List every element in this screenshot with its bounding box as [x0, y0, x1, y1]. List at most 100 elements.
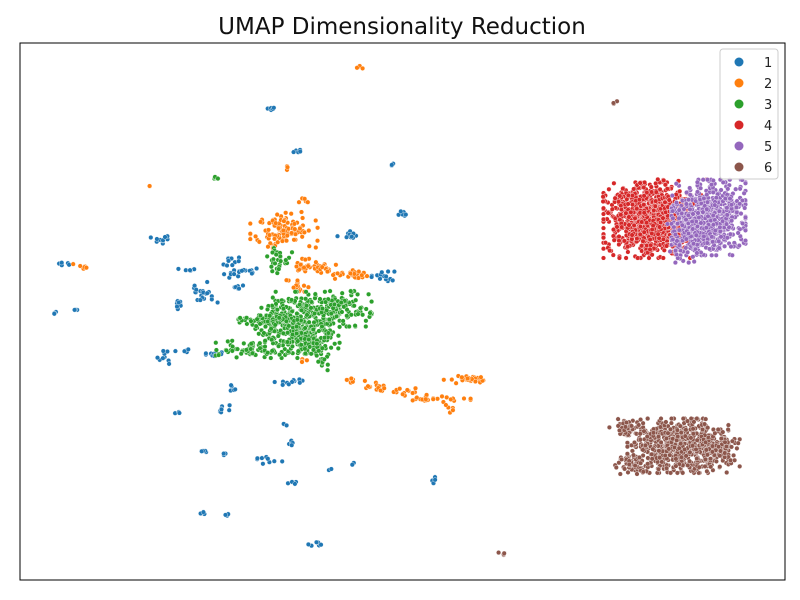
point-series-1 — [224, 263, 230, 269]
point-series-2 — [348, 376, 354, 382]
point-series-3 — [357, 305, 363, 311]
point-series-6 — [718, 448, 724, 454]
point-series-2 — [280, 227, 286, 233]
point-series-2 — [291, 221, 297, 227]
point-series-1 — [204, 279, 210, 285]
point-series-4 — [657, 186, 663, 192]
point-series-3 — [322, 335, 328, 341]
point-series-3 — [360, 312, 366, 318]
point-series-6 — [729, 444, 735, 450]
point-series-3 — [285, 330, 291, 336]
point-series-4 — [600, 198, 606, 204]
point-series-5 — [703, 225, 709, 231]
point-series-3 — [335, 333, 341, 339]
point-series-6 — [631, 452, 637, 458]
point-series-5 — [729, 252, 735, 258]
point-series-5 — [733, 186, 739, 192]
point-series-1 — [228, 382, 234, 388]
point-series-2 — [247, 221, 253, 227]
point-series-6 — [725, 427, 731, 433]
point-series-4 — [644, 220, 650, 226]
point-series-6 — [696, 464, 702, 470]
point-series-3 — [314, 353, 320, 359]
point-series-3 — [270, 295, 276, 301]
point-series-6 — [643, 442, 649, 448]
point-series-1 — [229, 262, 235, 268]
point-series-4 — [616, 199, 622, 205]
point-series-2 — [247, 231, 253, 237]
point-series-3 — [344, 307, 350, 313]
point-series-6 — [722, 454, 728, 460]
point-series-6 — [636, 422, 642, 428]
point-series-2 — [299, 359, 305, 365]
point-series-1 — [297, 148, 303, 154]
point-series-5 — [691, 241, 697, 247]
point-series-4 — [661, 177, 667, 183]
point-series-4 — [662, 182, 668, 188]
point-series-6 — [640, 469, 646, 475]
point-series-3 — [312, 311, 318, 317]
point-series-3 — [325, 367, 331, 373]
point-series-2 — [83, 265, 89, 271]
point-series-6 — [624, 451, 630, 457]
point-series-2 — [291, 285, 297, 291]
point-series-1 — [183, 267, 189, 273]
point-series-6 — [634, 471, 640, 477]
point-series-5 — [743, 227, 749, 233]
point-series-2 — [283, 210, 289, 216]
point-series-6 — [729, 438, 735, 444]
point-series-1 — [292, 481, 298, 487]
point-series-3 — [277, 352, 283, 358]
point-series-2 — [478, 374, 484, 380]
point-series-3 — [353, 297, 359, 303]
point-series-5 — [676, 227, 682, 233]
point-series-5 — [693, 198, 699, 204]
point-series-3 — [308, 351, 314, 357]
point-series-5 — [667, 248, 673, 254]
point-series-5 — [737, 186, 743, 192]
point-series-3 — [256, 331, 262, 337]
point-series-5 — [716, 238, 722, 244]
point-series-4 — [653, 180, 659, 186]
legend-marker-4 — [734, 120, 744, 130]
point-series-3 — [324, 307, 330, 313]
point-series-3 — [323, 299, 329, 305]
legend: 1 2 3 4 5 6 — [719, 48, 779, 180]
point-series-5 — [698, 249, 704, 255]
point-series-2 — [400, 391, 406, 397]
point-series-6 — [705, 425, 711, 431]
point-series-2 — [301, 229, 307, 235]
point-series-1 — [284, 422, 290, 428]
point-series-5 — [713, 252, 719, 258]
point-series-1 — [297, 380, 303, 386]
point-series-4 — [611, 180, 617, 186]
point-series-5 — [707, 246, 713, 252]
point-series-1 — [193, 287, 199, 293]
point-series-3 — [258, 305, 264, 311]
point-series-1 — [176, 300, 182, 306]
point-series-5 — [685, 249, 691, 255]
point-series-6 — [656, 448, 662, 454]
point-series-5 — [712, 228, 718, 234]
point-series-3 — [263, 324, 269, 330]
point-series-1 — [240, 283, 246, 289]
point-series-3 — [308, 305, 314, 311]
point-series-5 — [705, 213, 711, 219]
point-series-3 — [310, 327, 316, 333]
point-series-2 — [299, 234, 305, 240]
point-series-4 — [605, 210, 611, 216]
point-series-6 — [674, 437, 680, 443]
point-series-2 — [461, 396, 467, 402]
point-series-5 — [694, 250, 700, 256]
point-series-2 — [359, 272, 365, 278]
point-series-1 — [349, 462, 355, 468]
point-series-2 — [295, 278, 301, 284]
point-series-5 — [675, 221, 681, 227]
point-series-3 — [334, 313, 340, 319]
point-series-5 — [670, 208, 676, 214]
point-series-3 — [270, 249, 276, 255]
point-series-4 — [641, 202, 647, 208]
point-series-2 — [288, 211, 294, 217]
point-series-6 — [687, 449, 693, 455]
